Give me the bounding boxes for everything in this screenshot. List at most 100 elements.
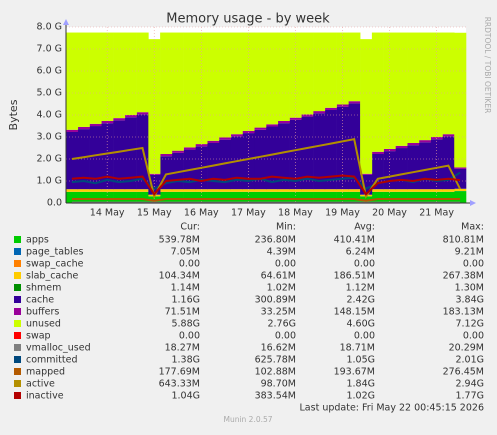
- legend-stat: 643.33M: [159, 379, 200, 390]
- legend-stat: 98.70M: [261, 379, 296, 390]
- area-segment: [419, 189, 431, 192]
- area-segment: [66, 130, 78, 132]
- area-segment: [454, 189, 466, 191]
- area-segment: [290, 118, 302, 120]
- x-tick-label: 21 May: [419, 208, 454, 219]
- legend-stat: 1.05G: [346, 355, 375, 366]
- area-segment: [207, 189, 219, 192]
- legend-stat: 7.12G: [455, 319, 484, 330]
- legend-stat: 1.02M: [267, 283, 296, 294]
- legend-stat: 0.00: [354, 259, 375, 270]
- area-segment: [278, 189, 290, 192]
- legend-stat: 7.05M: [171, 247, 200, 258]
- y-tick-label: 4.0 G: [37, 110, 63, 121]
- legend-label: buffers: [26, 307, 59, 318]
- area-segment: [278, 33, 290, 121]
- area-segment: [219, 33, 231, 138]
- y-tick-label: 5.0 G: [37, 88, 63, 99]
- x-tick-label: 15 May: [137, 208, 172, 219]
- legend-label: apps: [26, 235, 49, 246]
- legend-stat: 0.00: [354, 331, 375, 342]
- area-segment: [442, 192, 454, 203]
- area-segment: [254, 33, 266, 128]
- area-segment: [372, 33, 384, 152]
- legend-stat: 16.62M: [261, 343, 296, 354]
- area-segment: [90, 124, 102, 126]
- y-tick-label: 7.0 G: [37, 44, 63, 55]
- legend-swatch: [14, 248, 21, 255]
- area-segment: [301, 189, 313, 192]
- area-segment: [360, 39, 372, 174]
- legend-label: unused: [26, 319, 61, 330]
- area-segment: [348, 33, 360, 102]
- area-segment: [78, 192, 90, 203]
- area-segment: [184, 33, 196, 148]
- legend-swatch: [14, 332, 21, 339]
- area-segment: [313, 111, 325, 113]
- area-segment: [184, 147, 196, 149]
- y-axis-label: Bytes: [7, 99, 20, 130]
- legend-swatch: [14, 320, 21, 327]
- area-segment: [101, 121, 113, 123]
- area-segment: [231, 33, 243, 135]
- legend-label: active: [26, 379, 55, 390]
- legend-stat: 18.27M: [165, 343, 200, 354]
- legend-stat: 2.76G: [267, 319, 296, 330]
- area-segment: [454, 33, 466, 168]
- area-segment: [207, 192, 219, 203]
- chart-title: Memory usage - by week: [166, 12, 330, 27]
- area-segment: [266, 192, 278, 203]
- x-tick-label: 14 May: [90, 208, 125, 219]
- y-tick-label: 2.0 G: [37, 154, 63, 165]
- legend-stat: 410.41M: [334, 235, 375, 246]
- legend-stat: 1.77G: [455, 391, 484, 402]
- area-segment: [325, 189, 337, 192]
- legend-swatch: [14, 296, 21, 303]
- area-segment: [313, 33, 325, 112]
- area-segment: [137, 192, 149, 203]
- area-segment: [137, 33, 149, 113]
- area-segment: [325, 192, 337, 203]
- area-segment: [113, 33, 125, 119]
- legend-stat: 2.42G: [346, 295, 375, 306]
- area-segment: [372, 189, 384, 192]
- area-segment: [231, 189, 243, 192]
- legend-label: shmem: [26, 283, 61, 294]
- area-segment: [78, 189, 90, 192]
- area-segment: [395, 33, 407, 146]
- legend-swatch: [14, 356, 21, 363]
- area-segment: [254, 189, 266, 192]
- legend-stat: 2.94G: [455, 379, 484, 390]
- legend-label: vmalloc_used: [26, 343, 91, 354]
- legend-stat: 539.78M: [159, 235, 200, 246]
- area-segment: [454, 191, 466, 203]
- area-segment: [372, 152, 384, 154]
- legend-stat: 2.01G: [455, 355, 484, 366]
- legend-stat: 183.13M: [443, 307, 484, 318]
- legend-stat: 0.00: [463, 331, 484, 342]
- legend-stat: 1.30M: [455, 283, 484, 294]
- legend-stat: 1.04G: [171, 391, 200, 402]
- area-segment: [172, 189, 184, 192]
- legend-stat: 71.51M: [165, 307, 200, 318]
- area-segment: [407, 192, 419, 203]
- area-segment: [395, 146, 407, 148]
- area-segment: [442, 33, 454, 135]
- legend-stat: 1.02G: [346, 391, 375, 402]
- legend-stat: 4.39M: [267, 247, 296, 258]
- legend-swatch: [14, 308, 21, 315]
- area-segment: [266, 124, 278, 126]
- x-tick-label: 17 May: [231, 208, 266, 219]
- area-segment: [90, 33, 102, 124]
- y-tick-label: 8.0 G: [37, 22, 63, 33]
- y-tick-label: 6.0 G: [37, 66, 63, 77]
- area-segment: [160, 192, 172, 203]
- legend-label: cache: [26, 295, 54, 306]
- area-segment: [419, 192, 431, 203]
- legend-stat: 300.89M: [255, 295, 296, 306]
- area-segment: [219, 192, 231, 203]
- area-segment: [172, 33, 184, 151]
- area-segment: [395, 148, 407, 189]
- area-segment: [419, 142, 431, 189]
- area-segment: [407, 143, 419, 145]
